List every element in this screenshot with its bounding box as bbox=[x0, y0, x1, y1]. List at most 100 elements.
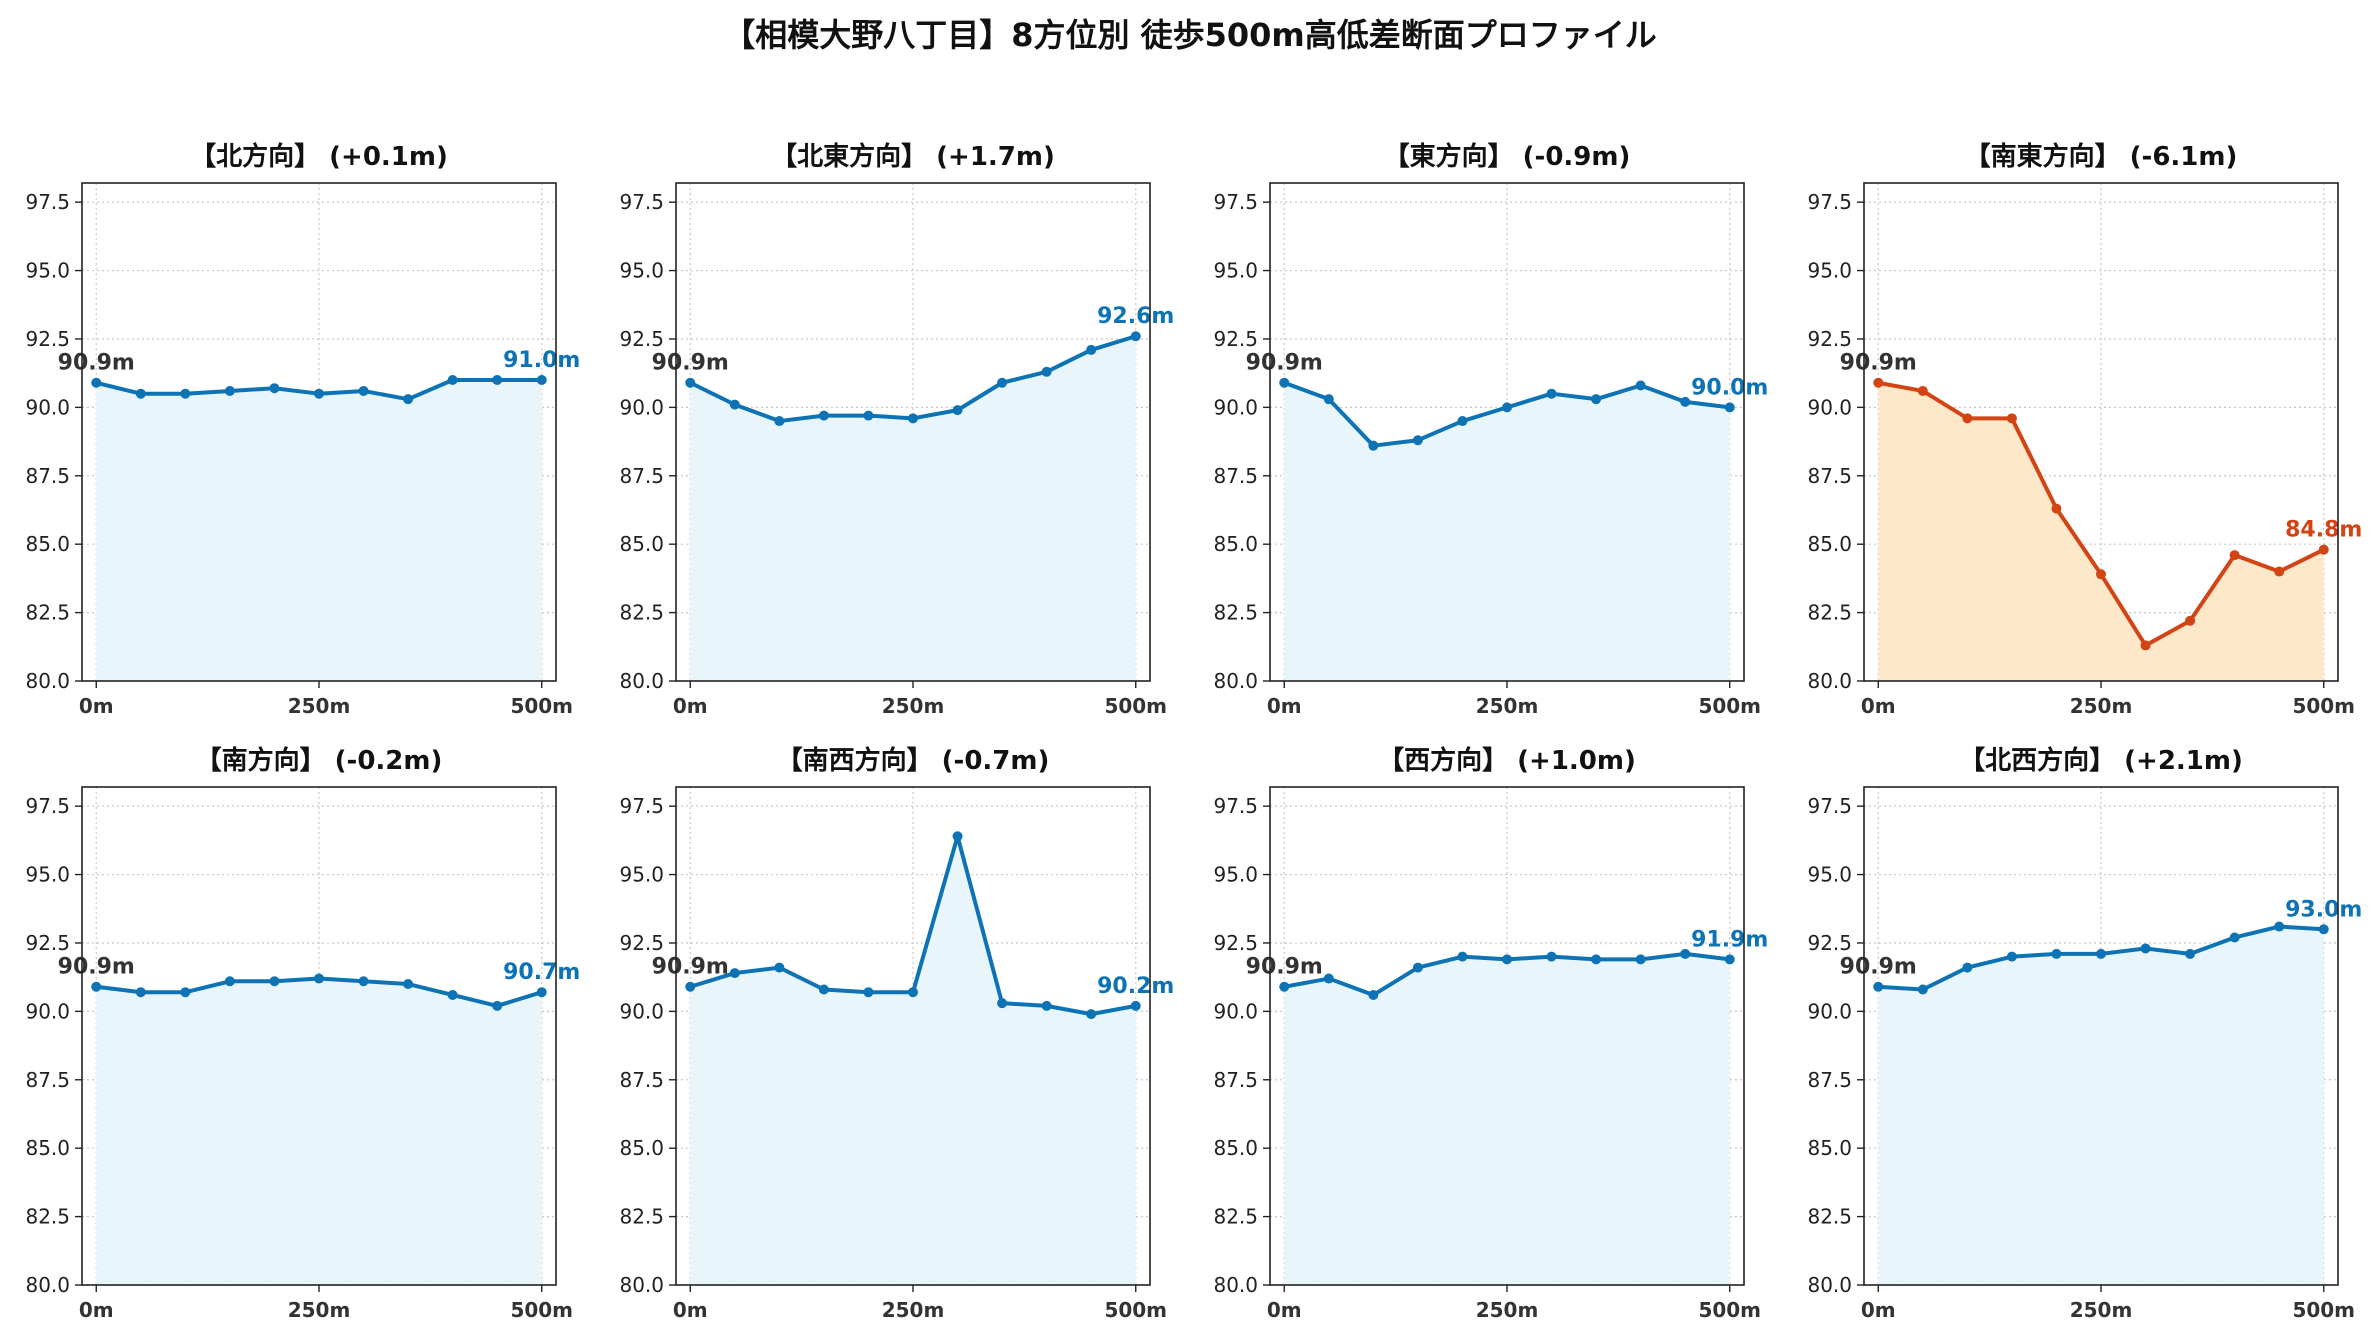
elevation-point bbox=[685, 981, 696, 992]
subplot-title: 【南西方向】 (-0.7m) bbox=[777, 745, 1050, 776]
elevation-point bbox=[447, 375, 458, 386]
subplot-6: 【西方向】 (+1.0m) 90.9m 91.9m 80.0 82.5 85.0 87.5 9… bbox=[1213, 745, 1768, 1322]
y-tick-label: 85.0 bbox=[25, 1136, 70, 1160]
elevation-point bbox=[536, 375, 547, 386]
y-tick-label: 97.5 bbox=[1213, 190, 1258, 214]
y-tick-label: 95.0 bbox=[1213, 863, 1258, 887]
elevation-point bbox=[1412, 962, 1423, 973]
x-tick-label: 0m bbox=[673, 694, 708, 718]
elevation-point bbox=[2229, 550, 2240, 561]
elevation-point bbox=[2096, 948, 2106, 959]
y-tick-label: 87.5 bbox=[25, 1068, 70, 1092]
elevation-point bbox=[685, 377, 696, 388]
elevation-point bbox=[1962, 413, 1973, 424]
x-tick-label: 0m bbox=[1267, 694, 1302, 718]
elevation-point bbox=[2140, 943, 2151, 954]
x-tick-label: 250m bbox=[2070, 1298, 2133, 1322]
end-elevation-label: 90.7m bbox=[503, 960, 580, 985]
y-tick-label: 85.0 bbox=[1213, 1136, 1258, 1160]
elevation-point bbox=[1457, 416, 1468, 427]
elevation-point bbox=[180, 388, 191, 399]
y-tick-label: 85.0 bbox=[1213, 532, 1258, 556]
x-tick-label: 0m bbox=[1267, 1298, 1302, 1322]
elevation-point bbox=[2274, 921, 2285, 932]
start-elevation-label: 90.9m bbox=[652, 955, 729, 980]
x-tick-label: 0m bbox=[1861, 694, 1896, 718]
y-tick-label: 92.5 bbox=[1213, 931, 1258, 955]
elevation-point bbox=[1917, 385, 1928, 396]
elevation-point bbox=[1412, 435, 1423, 446]
page-title: 【相模大野八丁目】8方位別 徒歩500m高低差断面プロファイル bbox=[723, 16, 1657, 54]
y-tick-label: 97.5 bbox=[1213, 794, 1258, 818]
subplot-0: 【北方向】 (+0.1m) 90.9m 91.0m 80.0 82.5 85.0 87.5 9… bbox=[25, 141, 580, 718]
start-elevation-label: 90.9m bbox=[652, 351, 729, 376]
y-tick-label: 95.0 bbox=[25, 863, 70, 887]
x-tick-label: 500m bbox=[1698, 694, 1761, 718]
y-tick-label: 95.0 bbox=[1807, 863, 1852, 887]
elevation-point bbox=[1041, 1000, 1052, 1011]
subplot-1: 【北東方向】 (+1.7m) 90.9m 92.6m 80.0 82.5 85.0 87.5… bbox=[619, 141, 1174, 718]
y-tick-label: 92.5 bbox=[1213, 327, 1258, 351]
end-elevation-label: 90.0m bbox=[1691, 375, 1768, 400]
x-tick-label: 250m bbox=[2070, 694, 2133, 718]
x-tick-label: 500m bbox=[2292, 694, 2355, 718]
elevation-point bbox=[1323, 973, 1334, 984]
elevation-point bbox=[224, 976, 235, 987]
elevation-point bbox=[1279, 377, 1290, 388]
end-elevation-label: 93.0m bbox=[2285, 897, 2362, 922]
elevation-point bbox=[2185, 948, 2196, 959]
y-tick-label: 92.5 bbox=[25, 931, 70, 955]
y-tick-label: 82.5 bbox=[619, 601, 664, 625]
y-tick-label: 95.0 bbox=[619, 863, 664, 887]
y-tick-label: 90.0 bbox=[619, 395, 664, 419]
elevation-area bbox=[96, 380, 542, 681]
elevation-point bbox=[2006, 413, 2017, 424]
y-tick-label: 87.5 bbox=[619, 1068, 664, 1092]
x-tick-label: 250m bbox=[288, 694, 351, 718]
elevation-point bbox=[314, 388, 324, 399]
elevation-point bbox=[952, 831, 963, 842]
elevation-point bbox=[1130, 1000, 1141, 1011]
y-tick-label: 82.5 bbox=[25, 1205, 70, 1229]
y-tick-label: 80.0 bbox=[1213, 1273, 1258, 1297]
y-tick-label: 95.0 bbox=[25, 259, 70, 283]
elevation-point bbox=[952, 405, 963, 416]
end-elevation-label: 92.6m bbox=[1097, 304, 1174, 329]
x-tick-label: 0m bbox=[79, 1298, 114, 1322]
y-tick-label: 95.0 bbox=[1213, 259, 1258, 283]
elevation-point bbox=[818, 984, 829, 995]
elevation-point bbox=[135, 987, 146, 998]
subplot-title: 【北西方向】 (+2.1m) bbox=[1959, 745, 2243, 776]
y-tick-label: 87.5 bbox=[1213, 464, 1258, 488]
elevation-point bbox=[1635, 380, 1646, 391]
y-tick-label: 90.0 bbox=[1807, 395, 1852, 419]
y-tick-label: 92.5 bbox=[619, 327, 664, 351]
elevation-point bbox=[908, 987, 918, 998]
elevation-point bbox=[1917, 984, 1928, 995]
elevation-area bbox=[1284, 382, 1730, 681]
elevation-point bbox=[1873, 981, 1884, 992]
y-tick-label: 82.5 bbox=[1213, 1205, 1258, 1229]
x-tick-label: 250m bbox=[882, 694, 945, 718]
elevation-area bbox=[690, 336, 1136, 681]
x-tick-label: 500m bbox=[510, 694, 573, 718]
y-tick-label: 80.0 bbox=[619, 1273, 664, 1297]
elevation-point bbox=[1130, 331, 1141, 342]
subplot-title: 【南方向】 (-0.2m) bbox=[196, 745, 443, 776]
y-tick-label: 92.5 bbox=[25, 327, 70, 351]
elevation-point bbox=[729, 399, 740, 410]
y-tick-label: 90.0 bbox=[1213, 395, 1258, 419]
elevation-point bbox=[358, 976, 369, 987]
x-tick-label: 250m bbox=[1476, 1298, 1539, 1322]
elevation-point bbox=[1368, 989, 1379, 1000]
start-elevation-label: 90.9m bbox=[1246, 351, 1323, 376]
elevation-point bbox=[1502, 954, 1512, 965]
end-elevation-label: 91.9m bbox=[1691, 927, 1768, 952]
elevation-point bbox=[863, 987, 874, 998]
y-tick-label: 97.5 bbox=[25, 190, 70, 214]
start-elevation-label: 90.9m bbox=[58, 955, 135, 980]
elevation-point bbox=[403, 979, 414, 990]
elevation-area bbox=[1284, 953, 1730, 1285]
y-tick-label: 87.5 bbox=[619, 464, 664, 488]
